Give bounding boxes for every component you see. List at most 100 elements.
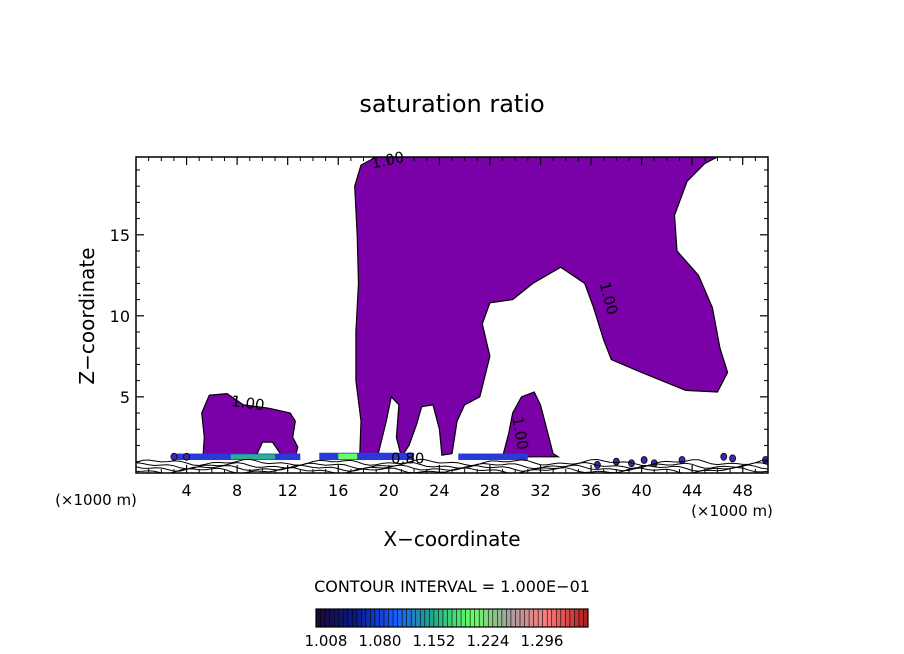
- x-axis-label: X−coordinate: [383, 527, 520, 551]
- colorbar-swatch: [506, 609, 512, 627]
- colorbar-swatch: [483, 609, 489, 627]
- colorbar-swatch: [356, 609, 362, 627]
- colorbar-swatch: [402, 609, 408, 627]
- x-tick-label: 24: [429, 481, 449, 500]
- colorbar-swatch: [397, 609, 403, 627]
- y-tick-label: 5: [120, 388, 130, 407]
- colorbar-swatch: [461, 609, 466, 627]
- colorbar-swatch: [433, 609, 439, 627]
- contour-interval-text: CONTOUR INTERVAL = 1.000E−01: [314, 577, 590, 596]
- surface-band: [458, 453, 528, 461]
- colorbar-swatch: [379, 609, 385, 627]
- x-tick-label: 36: [581, 481, 601, 500]
- colorbar-swatch: [465, 609, 471, 627]
- y-axis: 5 10 15: [110, 169, 768, 463]
- colorbar-swatch: [370, 609, 376, 627]
- colorbar-swatch: [520, 609, 525, 627]
- x-tick-label: 20: [379, 481, 399, 500]
- colorbar-swatch: [479, 609, 485, 627]
- colorbar-swatch: [374, 609, 380, 627]
- colorbar-swatch: [352, 609, 358, 627]
- colorbar-swatch: [447, 609, 453, 627]
- colorbar-labels: 1.008 1.080 1.152 1.224 1.296: [305, 632, 564, 650]
- colorbar-swatch: [320, 609, 326, 627]
- contour-label: 1.00: [230, 392, 266, 414]
- colorbar-swatch: [538, 609, 544, 627]
- colorbar-tick-label: 1.296: [521, 632, 564, 650]
- contour-label: 1.00: [508, 415, 532, 451]
- x-tick-label: 8: [232, 481, 242, 500]
- colorbar-swatch: [329, 609, 335, 627]
- colorbar-swatch: [452, 609, 457, 627]
- colorbar-swatch: [406, 609, 412, 627]
- colorbar-swatch: [510, 609, 516, 627]
- colorbar-swatch: [388, 609, 394, 627]
- colorbar-swatch: [578, 609, 584, 627]
- colorbar-tick-label: 1.008: [305, 632, 348, 650]
- x-tick-label: 44: [682, 481, 702, 500]
- speckle: [183, 452, 190, 461]
- y-axis-label: Z−coordinate: [75, 247, 99, 384]
- contour-line: [136, 458, 768, 467]
- contour-line: [136, 461, 768, 470]
- x-tick-label: 48: [733, 481, 753, 500]
- x-tick-label: 40: [631, 481, 651, 500]
- region-main-cloud: [354, 157, 729, 459]
- colorbar-swatch: [556, 609, 562, 627]
- contour-label: 0.80: [391, 449, 424, 467]
- colorbar-tick-label: 1.080: [359, 632, 402, 650]
- region-left-cloud: [201, 392, 299, 458]
- colorbar-swatch: [492, 609, 498, 627]
- x-tick-label: 4: [181, 481, 191, 500]
- x-unit-right: (×1000 m): [691, 502, 773, 520]
- colorbar-swatch: [347, 609, 353, 627]
- colorbar-frame: [315, 608, 589, 628]
- colorbar-swatch: [325, 609, 330, 627]
- colorbar-swatch: [442, 609, 448, 627]
- colorbar-swatch: [420, 609, 426, 627]
- colorbar-swatch: [334, 609, 340, 627]
- speckle: [729, 454, 737, 463]
- speckle: [170, 452, 178, 461]
- colorbar-swatch: [474, 609, 480, 627]
- colorbar-swatch: [533, 609, 539, 627]
- colorbar-swatch: [415, 609, 421, 627]
- colorbar-swatch: [411, 609, 417, 627]
- x-tick-label: 32: [530, 481, 550, 500]
- colorbar-swatch: [343, 609, 349, 627]
- y-tick-label: 10: [110, 307, 130, 326]
- speckle: [612, 457, 620, 466]
- y-tick-label: 15: [110, 226, 130, 245]
- colorbar-tick-label: 1.224: [467, 632, 510, 650]
- colorbar-swatch: [542, 609, 548, 627]
- colorbar-swatch: [529, 609, 534, 627]
- colorbar-swatch: [547, 609, 553, 627]
- speckle: [720, 452, 728, 461]
- colorbar-swatch: [524, 609, 530, 627]
- colorbar-tick-label: 1.152: [413, 632, 456, 650]
- colorbar-swatch: [429, 609, 435, 627]
- x-tick-label: 16: [328, 481, 348, 500]
- colorbar-swatch: [560, 609, 566, 627]
- colorbar-swatch: [501, 609, 507, 627]
- x-unit-left: (×1000 m): [55, 491, 137, 509]
- colorbar-swatch: [515, 609, 521, 627]
- colorbar-swatch: [488, 609, 494, 627]
- colorbar-swatch: [497, 609, 503, 627]
- colorbar-swatch: [393, 609, 398, 627]
- colorbar-swatch: [316, 609, 321, 627]
- colorbar-swatch: [424, 609, 430, 627]
- colorbar-swatch: [338, 609, 344, 627]
- colorbar-swatch: [361, 609, 367, 627]
- colorbar-swatch: [365, 609, 371, 627]
- region-small-cloud: [501, 391, 561, 458]
- x-axis: 4 8 12 16 20 24 28 32 36 40 44 48: [148, 157, 756, 500]
- colorbar-swatch: [456, 609, 462, 627]
- colorbar-swatch: [569, 609, 575, 627]
- colorbar-swatch: [438, 609, 444, 627]
- x-tick-label: 12: [278, 481, 298, 500]
- colorbar-swatch: [583, 609, 589, 627]
- colorbar-swatch: [565, 609, 571, 627]
- colorbar-swatch: [470, 609, 476, 627]
